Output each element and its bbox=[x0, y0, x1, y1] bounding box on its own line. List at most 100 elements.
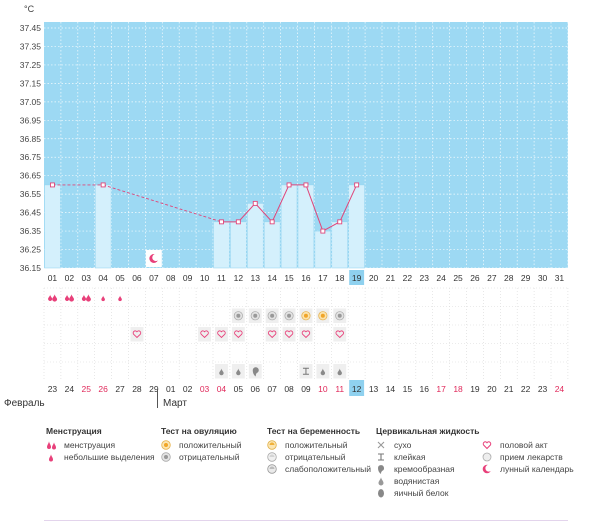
pill-icon bbox=[482, 452, 494, 462]
cycle-date-label: 27 bbox=[115, 384, 125, 394]
legend-item-watery: водянистая bbox=[376, 475, 479, 487]
today-highlight bbox=[349, 380, 365, 396]
heavy-drop-icon bbox=[81, 294, 87, 302]
event-cell bbox=[130, 327, 144, 342]
day-label: 17 bbox=[318, 273, 328, 283]
y-tick-label: 36.85 bbox=[20, 134, 42, 144]
event-cell bbox=[333, 327, 347, 342]
cycle-date-label: 05 bbox=[234, 384, 244, 394]
legend-item-ovulation-positive: положительный bbox=[161, 439, 241, 451]
heart-icon bbox=[284, 330, 294, 339]
legend-item-sticky: клейкая bbox=[376, 451, 479, 463]
day-label: 29 bbox=[521, 273, 531, 283]
day-label: 03 bbox=[82, 273, 92, 283]
heart-icon bbox=[301, 330, 311, 339]
dashed-connector bbox=[103, 184, 222, 223]
temperature-point bbox=[354, 182, 360, 188]
legend-item-spotting: небольшие выделения bbox=[46, 451, 155, 463]
temperature-bar bbox=[247, 203, 264, 269]
cycle-date-label: 01 bbox=[166, 384, 176, 394]
cycle-date-label: 24 bbox=[555, 384, 565, 394]
cycle-date-label: 17 bbox=[436, 384, 446, 394]
temperature-point bbox=[100, 182, 106, 188]
day-label: 01 bbox=[48, 273, 58, 283]
cycle-date-label: 09 bbox=[301, 384, 311, 394]
cycle-date-label: 04 bbox=[217, 384, 227, 394]
watery-drop-icon bbox=[236, 368, 241, 376]
cycle-date-label: 22 bbox=[521, 384, 531, 394]
sun-positive-icon bbox=[161, 440, 173, 450]
temperature-point bbox=[286, 182, 292, 188]
egg-white-icon bbox=[376, 488, 388, 498]
creamy-icon bbox=[252, 367, 259, 377]
heavy-drop-icon bbox=[85, 293, 91, 302]
month-label-february: Февраль bbox=[4, 398, 45, 409]
legend-item-lunar: лунный календарь bbox=[482, 463, 574, 475]
legend-menstruation-title: Менструация bbox=[46, 426, 102, 436]
day-label: 28 bbox=[504, 273, 514, 283]
cycle-date-label: 12 bbox=[352, 384, 362, 394]
moon-icon-cut bbox=[152, 253, 160, 262]
day-label: 26 bbox=[470, 273, 480, 283]
temperature-bar bbox=[297, 184, 315, 269]
heart-icon bbox=[200, 330, 209, 339]
sun-positive-core bbox=[303, 313, 308, 318]
legend-item-medication: прием лекарств bbox=[482, 451, 574, 463]
sticky-icon bbox=[376, 452, 388, 462]
heavy-drop-icon bbox=[52, 293, 58, 302]
cycle-date-label: 26 bbox=[98, 384, 108, 394]
temperature-point bbox=[252, 200, 258, 206]
temperature-bar bbox=[94, 184, 112, 269]
moon-icon bbox=[482, 464, 494, 474]
day-label: 27 bbox=[487, 273, 497, 283]
sun-negative-core bbox=[253, 313, 258, 318]
cycle-date-label: 06 bbox=[251, 384, 261, 394]
light-drop-icon bbox=[101, 295, 105, 302]
sticky-icon bbox=[302, 367, 309, 375]
month-label-march: Март bbox=[163, 398, 187, 409]
cycle-date-label: 21 bbox=[504, 384, 514, 394]
temperature-bar bbox=[331, 221, 348, 269]
legend-item-pregnancy-negative: отрицательный bbox=[267, 451, 371, 463]
cycle-date-label: 14 bbox=[386, 384, 396, 394]
day-label: 09 bbox=[183, 273, 193, 283]
heavy-drop-icon bbox=[69, 293, 75, 302]
y-tick-label: 36.75 bbox=[20, 152, 42, 162]
temperature-point bbox=[50, 182, 55, 188]
legend-pregnancy-title: Тест на беременность bbox=[267, 426, 361, 436]
legend-item-pregnancy-positive: положительный bbox=[267, 439, 371, 451]
heavy-drop-icon bbox=[46, 440, 58, 450]
sun-negative-core bbox=[270, 313, 275, 318]
legend-other: половой акт прием лекарств лунный календ… bbox=[482, 426, 574, 522]
month-divider bbox=[157, 390, 158, 408]
sun-negative-icon bbox=[161, 452, 173, 462]
event-cell bbox=[231, 327, 245, 342]
y-tick-label: 37.25 bbox=[20, 60, 42, 70]
cycle-date-label: 02 bbox=[183, 384, 193, 394]
cycle-date-label: 13 bbox=[369, 384, 379, 394]
temperature-point bbox=[218, 219, 224, 225]
temperature-bar bbox=[44, 184, 61, 269]
temperature-bar bbox=[263, 221, 281, 269]
day-label: 30 bbox=[538, 273, 548, 283]
temperature-point bbox=[337, 219, 343, 225]
cycle-date-label: 03 bbox=[200, 384, 210, 394]
cycle-date-label: 11 bbox=[335, 384, 344, 394]
event-cell bbox=[282, 327, 296, 342]
cycle-date-label: 24 bbox=[65, 384, 75, 394]
sun-negative-core bbox=[236, 313, 241, 318]
pregnancy-weak-icon bbox=[267, 464, 279, 474]
day-label: 06 bbox=[132, 273, 142, 283]
y-tick-label: 37.45 bbox=[20, 23, 42, 33]
cycle-date-label: 23 bbox=[48, 384, 58, 394]
legend-pregnancy: Тест на беременность положительный отриц… bbox=[267, 426, 371, 522]
day-label: 20 bbox=[369, 273, 379, 283]
cycle-date-label: 10 bbox=[318, 384, 328, 394]
sun-negative-core bbox=[287, 313, 292, 318]
heart-icon bbox=[335, 330, 344, 339]
day-label: 12 bbox=[234, 273, 244, 283]
cycle-date-label: 28 bbox=[132, 384, 142, 394]
day-label: 02 bbox=[65, 273, 75, 283]
day-label: 23 bbox=[420, 273, 430, 283]
